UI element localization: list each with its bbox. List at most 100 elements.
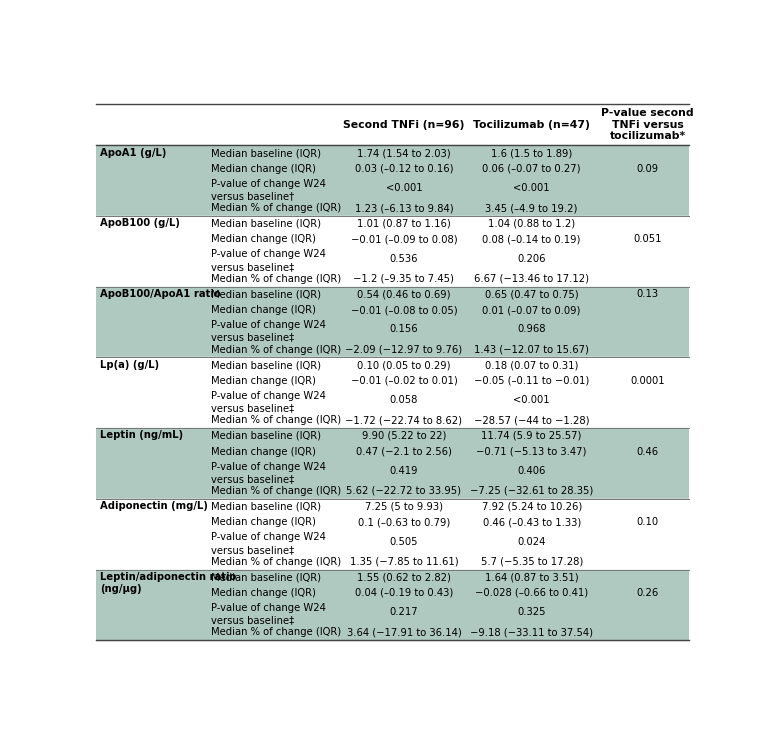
Text: 0.08 (–0.14 to 0.19): 0.08 (–0.14 to 0.19) [483, 234, 581, 245]
Text: 0.024: 0.024 [517, 536, 546, 547]
Text: 0.058: 0.058 [389, 395, 418, 405]
Text: ApoB100 (g/L): ApoB100 (g/L) [100, 219, 181, 228]
Text: 0.10: 0.10 [636, 517, 659, 527]
Bar [96, 499, 688, 515]
Text: 0.09: 0.09 [636, 163, 659, 174]
Text: 0.06 (–0.07 to 0.27): 0.06 (–0.07 to 0.27) [483, 163, 581, 174]
Text: 0.0001: 0.0001 [630, 376, 665, 386]
Text: Median baseline (IQR): Median baseline (IQR) [211, 431, 321, 441]
Bar [96, 624, 688, 640]
Text: Median change (IQR): Median change (IQR) [211, 305, 316, 315]
Text: 0.13: 0.13 [636, 289, 659, 299]
Bar [96, 554, 688, 569]
Text: P-value second
TNFi versus
tocilizumab*: P-value second TNFi versus tocilizumab* [601, 108, 694, 141]
Text: P-value of change W24
versus baseline†: P-value of change W24 versus baseline† [211, 179, 326, 201]
Text: 0.04 (–0.19 to 0.43): 0.04 (–0.19 to 0.43) [355, 588, 453, 598]
Text: 6.67 (−13.46 to 17.12): 6.67 (−13.46 to 17.12) [474, 274, 589, 283]
Bar [96, 247, 688, 271]
Text: 0.406: 0.406 [517, 466, 546, 476]
Text: 1.74 (1.54 to 2.03): 1.74 (1.54 to 2.03) [357, 148, 451, 158]
Bar [96, 216, 688, 231]
Text: Median % of change (IQR): Median % of change (IQR) [211, 203, 341, 213]
Text: Median change (IQR): Median change (IQR) [211, 447, 316, 457]
Bar [96, 585, 688, 601]
Text: 0.968: 0.968 [517, 325, 546, 334]
Bar [96, 413, 688, 428]
Text: 7.25 (5 to 9.93): 7.25 (5 to 9.93) [365, 501, 443, 512]
Text: Median change (IQR): Median change (IQR) [211, 376, 316, 386]
Text: Tocilizumab (n=47): Tocilizumab (n=47) [474, 119, 590, 130]
Bar [96, 145, 688, 161]
Text: Median baseline (IQR): Median baseline (IQR) [211, 219, 321, 229]
Text: Median baseline (IQR): Median baseline (IQR) [211, 501, 321, 512]
Text: 1.55 (0.62 to 2.82): 1.55 (0.62 to 2.82) [357, 572, 451, 583]
Text: Leptin/adiponectin ratio
(ng/μg): Leptin/adiponectin ratio (ng/μg) [100, 571, 236, 595]
Bar [96, 460, 688, 483]
Text: <0.001: <0.001 [386, 183, 422, 193]
Text: 3.45 (–4.9 to 19.2): 3.45 (–4.9 to 19.2) [486, 203, 578, 213]
Bar [96, 177, 688, 201]
Text: Median % of change (IQR): Median % of change (IQR) [211, 486, 341, 496]
Text: 0.26: 0.26 [636, 588, 659, 598]
Text: 0.03 (–0.12 to 0.16): 0.03 (–0.12 to 0.16) [355, 163, 453, 174]
Text: 0.18 (0.07 to 0.31): 0.18 (0.07 to 0.31) [485, 360, 578, 370]
Text: P-value of change W24
versus baseline‡: P-value of change W24 versus baseline‡ [211, 320, 326, 342]
Text: −0.01 (–0.08 to 0.05): −0.01 (–0.08 to 0.05) [350, 305, 457, 315]
Text: 0.325: 0.325 [517, 607, 546, 618]
Bar [96, 601, 688, 624]
Text: 1.43 (−12.07 to 15.67): 1.43 (−12.07 to 15.67) [474, 345, 589, 354]
Text: ApoA1 (g/L): ApoA1 (g/L) [100, 148, 167, 157]
Text: Median % of change (IQR): Median % of change (IQR) [211, 345, 341, 354]
Text: P-value of change W24
versus baseline‡: P-value of change W24 versus baseline‡ [211, 249, 326, 272]
Text: Median % of change (IQR): Median % of change (IQR) [211, 627, 341, 637]
Text: 0.65 (0.47 to 0.75): 0.65 (0.47 to 0.75) [485, 289, 578, 299]
Text: −7.25 (−32.61 to 28.35): −7.25 (−32.61 to 28.35) [470, 486, 594, 496]
Text: 0.217: 0.217 [389, 607, 418, 618]
Text: −0.05 (–0.11 to −0.01): −0.05 (–0.11 to −0.01) [474, 376, 589, 386]
Text: 0.156: 0.156 [389, 325, 418, 334]
Text: 0.419: 0.419 [389, 466, 418, 476]
Text: 0.206: 0.206 [517, 254, 546, 264]
Bar [96, 357, 688, 373]
Text: Median % of change (IQR): Median % of change (IQR) [211, 557, 341, 567]
Bar [96, 515, 688, 530]
Text: −0.01 (–0.09 to 0.08): −0.01 (–0.09 to 0.08) [350, 234, 457, 245]
Text: Median change (IQR): Median change (IQR) [211, 234, 316, 245]
Bar [96, 483, 688, 499]
Bar [96, 389, 688, 413]
Text: −0.01 (–0.02 to 0.01): −0.01 (–0.02 to 0.01) [350, 376, 457, 386]
Bar [96, 342, 688, 357]
Text: Median baseline (IQR): Median baseline (IQR) [211, 360, 321, 370]
Text: Leptin (ng/mL): Leptin (ng/mL) [100, 430, 184, 440]
Text: 0.505: 0.505 [389, 536, 418, 547]
Bar [96, 286, 688, 302]
Text: 1.35 (−7.85 to 11.61): 1.35 (−7.85 to 11.61) [350, 557, 458, 567]
Text: Median change (IQR): Median change (IQR) [211, 517, 316, 527]
Bar [96, 231, 688, 247]
Text: −0.028 (–0.66 to 0.41): −0.028 (–0.66 to 0.41) [475, 588, 588, 598]
Text: 1.6 (1.5 to 1.89): 1.6 (1.5 to 1.89) [491, 148, 572, 158]
Bar [96, 271, 688, 286]
Text: 7.92 (5.24 to 10.26): 7.92 (5.24 to 10.26) [481, 501, 582, 512]
Bar [96, 201, 688, 216]
Text: −9.18 (−33.11 to 37.54): −9.18 (−33.11 to 37.54) [470, 627, 593, 637]
Text: <0.001: <0.001 [513, 395, 550, 405]
Bar [96, 428, 688, 444]
Text: 9.90 (5.22 to 22): 9.90 (5.22 to 22) [362, 431, 446, 441]
Bar [96, 302, 688, 318]
Text: 0.1 (–0.63 to 0.79): 0.1 (–0.63 to 0.79) [358, 517, 450, 527]
Text: 0.54 (0.46 to 0.69): 0.54 (0.46 to 0.69) [357, 289, 451, 299]
Text: P-value of change W24
versus baseline‡: P-value of change W24 versus baseline‡ [211, 462, 326, 484]
Text: Lp(a) (g/L): Lp(a) (g/L) [100, 360, 159, 370]
Text: 0.47 (−2.1 to 2.56): 0.47 (−2.1 to 2.56) [356, 447, 452, 457]
Text: <0.001: <0.001 [513, 183, 550, 193]
Bar [96, 530, 688, 554]
Text: Median change (IQR): Median change (IQR) [211, 588, 316, 598]
Bar [96, 104, 688, 145]
Text: Median change (IQR): Median change (IQR) [211, 163, 316, 174]
Text: 0.10 (0.05 to 0.29): 0.10 (0.05 to 0.29) [357, 360, 451, 370]
Text: −28.57 (−44 to −1.28): −28.57 (−44 to −1.28) [474, 416, 590, 425]
Text: Median baseline (IQR): Median baseline (IQR) [211, 148, 321, 158]
Bar [96, 161, 688, 177]
Text: −0.71 (−5.13 to 3.47): −0.71 (−5.13 to 3.47) [477, 447, 587, 457]
